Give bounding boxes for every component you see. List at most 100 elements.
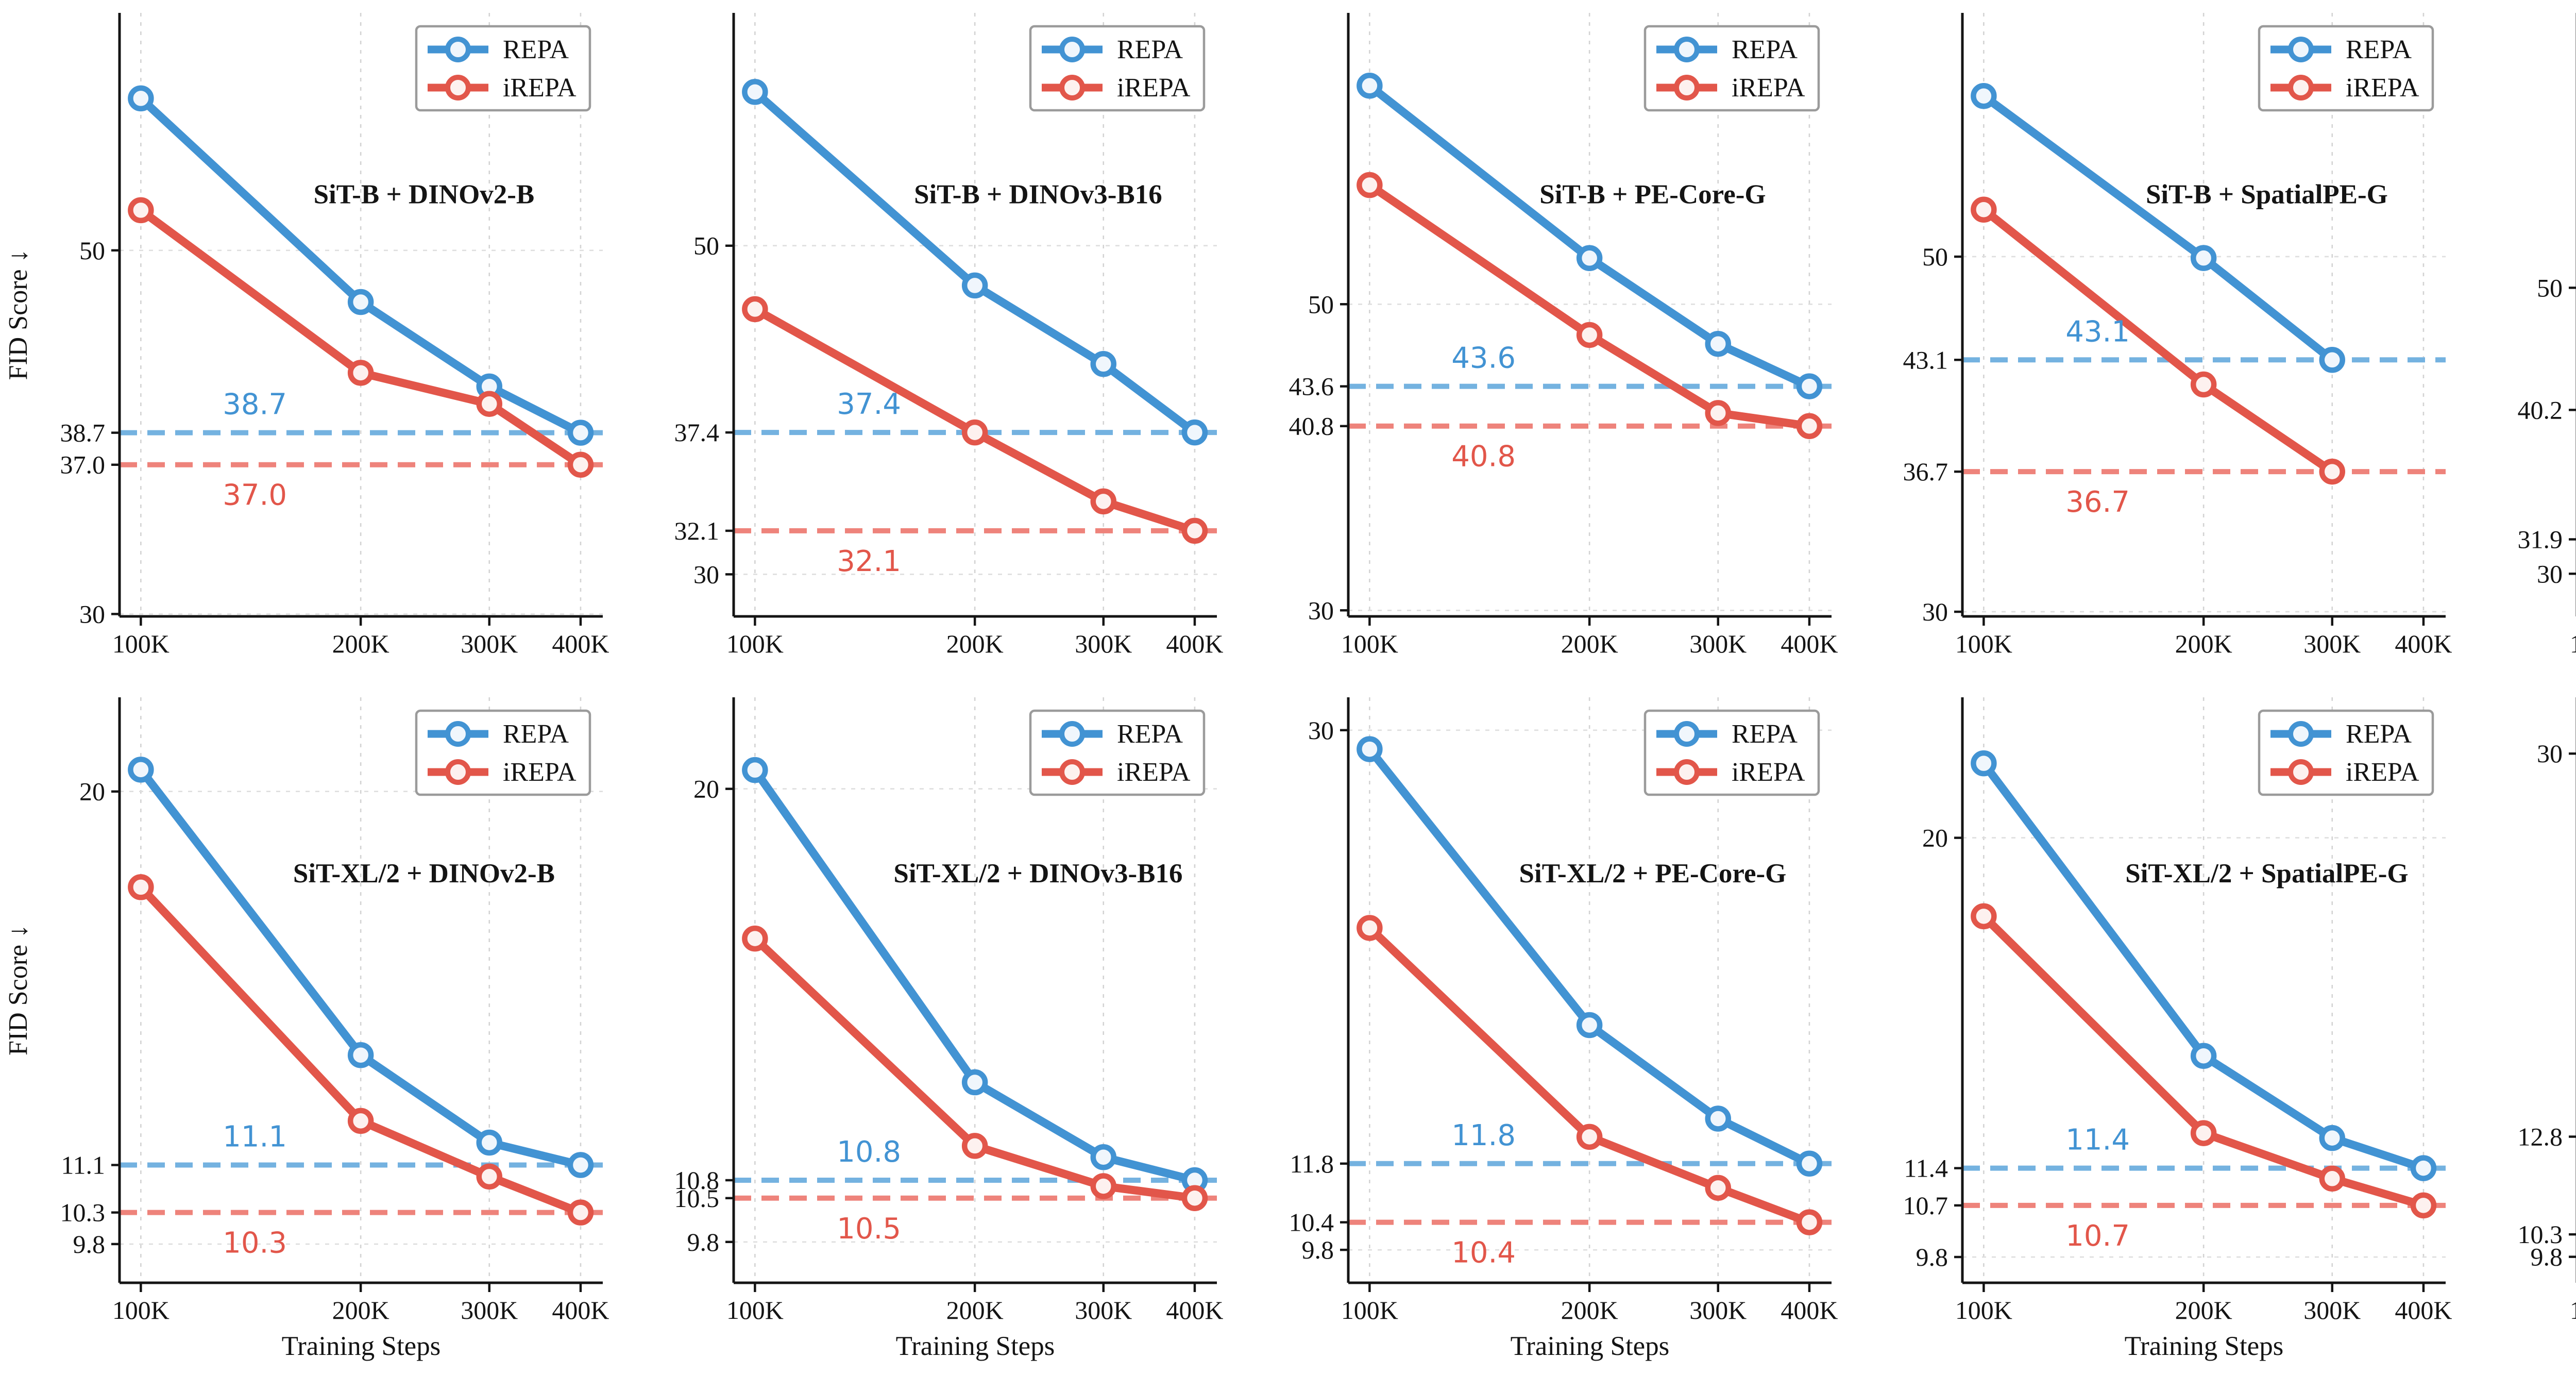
repa-point-300k — [1090, 351, 1117, 377]
y-tick-label: 50 — [79, 236, 105, 265]
y-tick-label: 50 — [693, 231, 719, 260]
legend-item-repa: REPA — [427, 35, 569, 64]
irepa-point-300k — [2319, 1165, 2346, 1192]
chart-sit-xl-2-pe-core-g: 30 9.8 11.8 10.4 100K 200K 300K 400K 11.8 10.4 SiT… — [1289, 697, 1838, 1361]
x-tick-label: 100K — [1341, 629, 1398, 658]
repa-final-label: 10.8 — [837, 1135, 902, 1169]
irepa-point-300k — [476, 391, 502, 417]
x-axis-label: Training Steps — [1510, 1331, 1669, 1361]
x-tick-label: 200K — [2175, 1296, 2232, 1325]
x-tick-label: 100K — [112, 629, 170, 658]
irepa-final-label: 36.7 — [2065, 485, 2130, 519]
legend: REPA iREPA — [1643, 709, 1820, 796]
y-axis-label: FID Score ↓ — [4, 249, 33, 380]
repa-point-400k — [1796, 373, 1822, 399]
irepa-point-100k — [742, 296, 769, 323]
x-tick-label: 400K — [1166, 1296, 1224, 1325]
y-tick-label: 40.8 — [1289, 412, 1333, 441]
irepa-point-200k — [1576, 322, 1603, 348]
x-tick-label: 300K — [2303, 629, 2361, 658]
y-tick-label: 9.8 — [1301, 1235, 1333, 1264]
legend-item-irepa: iREPA — [2270, 758, 2419, 787]
legend-item-repa: REPA — [1042, 35, 1183, 64]
chart-title: SiT-B + DINOv2-B — [314, 179, 535, 209]
irepa-line — [137, 883, 585, 1217]
legend-label: iREPA — [1732, 73, 1805, 103]
irepa-point-200k — [2191, 1120, 2217, 1146]
repa-point-200k — [347, 1042, 374, 1068]
legend-label: REPA — [2346, 719, 2412, 749]
irepa-line — [1365, 924, 1814, 1227]
x-tick-label: 100K — [2569, 629, 2576, 658]
legend-label: REPA — [503, 719, 569, 749]
repa-point-300k — [476, 1129, 502, 1156]
x-tick-label: 300K — [461, 1296, 518, 1325]
repa-legend-marker — [2288, 37, 2314, 63]
repa-final-label: 37.4 — [837, 388, 902, 421]
legend-label: REPA — [1732, 35, 1798, 64]
irepa-legend-marker — [1673, 75, 1700, 101]
legend-label: iREPA — [2346, 73, 2419, 103]
y-tick-label: 20 — [1922, 824, 1948, 852]
x-axis-label: Training Steps — [896, 1331, 1055, 1361]
irepa-final-label: 40.8 — [1451, 440, 1516, 474]
chart-sit-xl-2-dinov2-b: 20 9.8 11.1 10.3 100K 200K 300K 400K 11.1 10.3 SiT… — [4, 697, 609, 1361]
irepa-final-label: 10.4 — [1451, 1236, 1516, 1270]
chart-title: SiT-XL/2 + SpatialPE-G — [2125, 859, 2408, 889]
y-tick-label: 50 — [1922, 242, 1948, 271]
y-tick-label: 9.8 — [2530, 1243, 2562, 1271]
repa-point-200k — [2191, 1043, 2217, 1069]
x-tick-label: 300K — [2303, 1296, 2361, 1325]
y-tick-label: 36.7 — [1903, 457, 1948, 486]
legend-item-irepa: iREPA — [427, 758, 577, 787]
y-tick-label: 10.3 — [60, 1198, 105, 1227]
x-tick-label: 200K — [332, 1296, 389, 1325]
legend-item-irepa: iREPA — [1656, 73, 1805, 103]
irepa-line — [751, 305, 1199, 535]
y-tick-label: 32.1 — [674, 516, 719, 545]
y-tick-label: 11.1 — [61, 1151, 105, 1180]
chart-title: SiT-XL/2 + DINOv2-B — [293, 859, 555, 889]
irepa-legend-marker — [1059, 75, 1086, 101]
legend: REPA iREPA — [1029, 25, 1206, 112]
legend: REPA iREPA — [2258, 709, 2434, 796]
repa-point-200k — [1576, 1012, 1603, 1038]
x-tick-label: 200K — [1561, 1296, 1618, 1325]
irepa-final-label: 32.1 — [837, 545, 902, 578]
legend-label: iREPA — [1732, 758, 1805, 787]
repa-point-400k — [1182, 419, 1208, 446]
repa-point-200k — [962, 1069, 988, 1096]
y-tick-label: 9.8 — [1916, 1243, 1948, 1271]
legend: REPA iREPA — [1643, 25, 1820, 112]
y-tick-label: 20 — [693, 775, 719, 803]
chart-title: SiT-XL/2 + PE-Core-G — [1519, 859, 1786, 889]
irepa-point-400k — [2410, 1192, 2437, 1219]
repa-line — [1365, 745, 1814, 1168]
irepa-point-100k — [1356, 915, 1383, 941]
x-axis-label: Training Steps — [282, 1331, 441, 1361]
repa-line — [1979, 92, 2336, 364]
legend-item-irepa: iREPA — [427, 73, 577, 103]
legend-item-repa: REPA — [427, 719, 569, 749]
y-tick-label: 43.6 — [1289, 372, 1333, 401]
y-tick-label: 43.1 — [1903, 345, 1948, 374]
y-tick-label: 10.3 — [2517, 1220, 2562, 1249]
chart-sit-b-webssl-1b: 503040.231.9100K200K300K400K40.231.9SiT-… — [2517, 13, 2576, 658]
x-tick-label: 100K — [1955, 1296, 2012, 1325]
repa-line — [751, 88, 1199, 437]
irepa-final-label: 10.5 — [837, 1212, 902, 1246]
repa-line — [1979, 759, 2428, 1172]
x-tick-label: 400K — [1781, 1296, 1838, 1325]
chart-sit-b-spatialpe-g: 50 30 43.1 36.7 100K 200K 300K 400K 43.1 36.7 SiT-… — [1903, 13, 2452, 658]
repa-point-300k — [1090, 1144, 1117, 1170]
irepa-point-400k — [567, 1199, 594, 1226]
legend-item-repa: REPA — [1656, 719, 1798, 749]
repa-point-200k — [347, 289, 374, 315]
irepa-point-300k — [1705, 1175, 1731, 1201]
irepa-point-400k — [1182, 517, 1208, 544]
repa-line — [1365, 81, 1814, 391]
y-tick-label: 11.8 — [1290, 1149, 1334, 1178]
irepa-line — [751, 934, 1199, 1202]
repa-final-label: 11.4 — [2065, 1124, 2130, 1157]
